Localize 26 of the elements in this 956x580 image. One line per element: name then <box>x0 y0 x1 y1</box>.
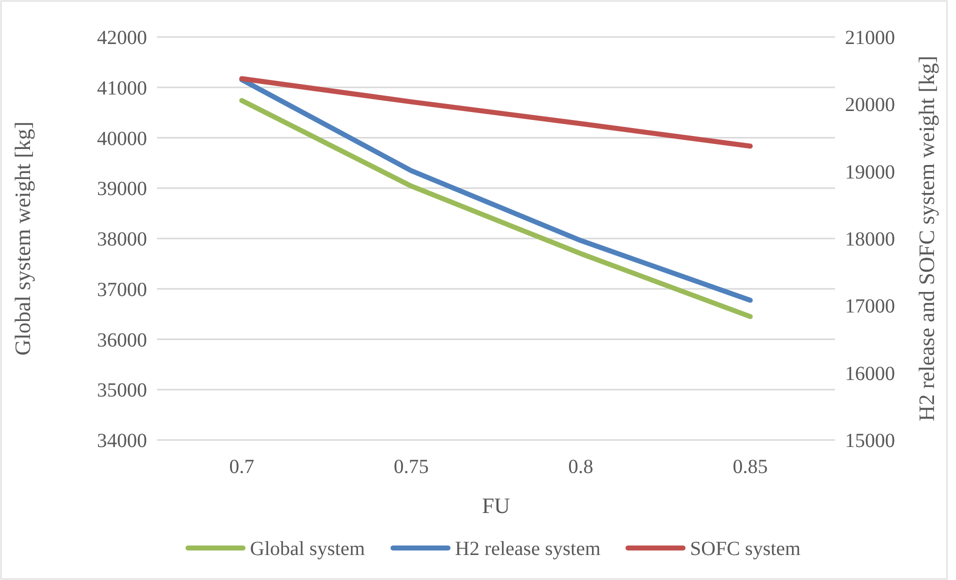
x-tick-label: 0.8 <box>568 456 594 478</box>
y-tick-label: 42000 <box>97 27 147 49</box>
y-tick-label: 40000 <box>97 128 147 150</box>
y-axis-title: Global system weight [kg] <box>10 121 35 356</box>
y-tick-label: 39000 <box>97 178 147 200</box>
y2-tick-label: 16000 <box>845 362 895 385</box>
x-axis-title: FU <box>482 493 510 518</box>
y-tick-label: 38000 <box>97 228 147 250</box>
legend-label: Global system <box>250 538 366 560</box>
y2-tick-label: 20000 <box>845 94 895 116</box>
legend-label: H2 release system <box>455 538 601 560</box>
y2-tick-label: 15000 <box>845 430 895 452</box>
y-tick-label: 34000 <box>97 430 147 452</box>
y2-tick-label: 18000 <box>845 228 895 250</box>
y2-tick-label: 21000 <box>845 27 895 49</box>
legend-label: SOFC system <box>690 538 802 560</box>
x-tick-label: 0.75 <box>394 456 429 478</box>
y-tick-label: 37000 <box>97 278 147 301</box>
x-tick-label: 0.7 <box>229 456 254 478</box>
y2-tick-label: 17000 <box>845 296 895 318</box>
y2-axis-title: H2 release and SOFC system weight [kg] <box>914 56 939 422</box>
y2-tick-label: 19000 <box>845 161 895 184</box>
x-tick-label: 0.85 <box>732 456 768 478</box>
y-tick-label: 41000 <box>97 77 147 100</box>
y-tick-label: 36000 <box>97 329 147 352</box>
y-tick-label: 35000 <box>97 380 147 402</box>
